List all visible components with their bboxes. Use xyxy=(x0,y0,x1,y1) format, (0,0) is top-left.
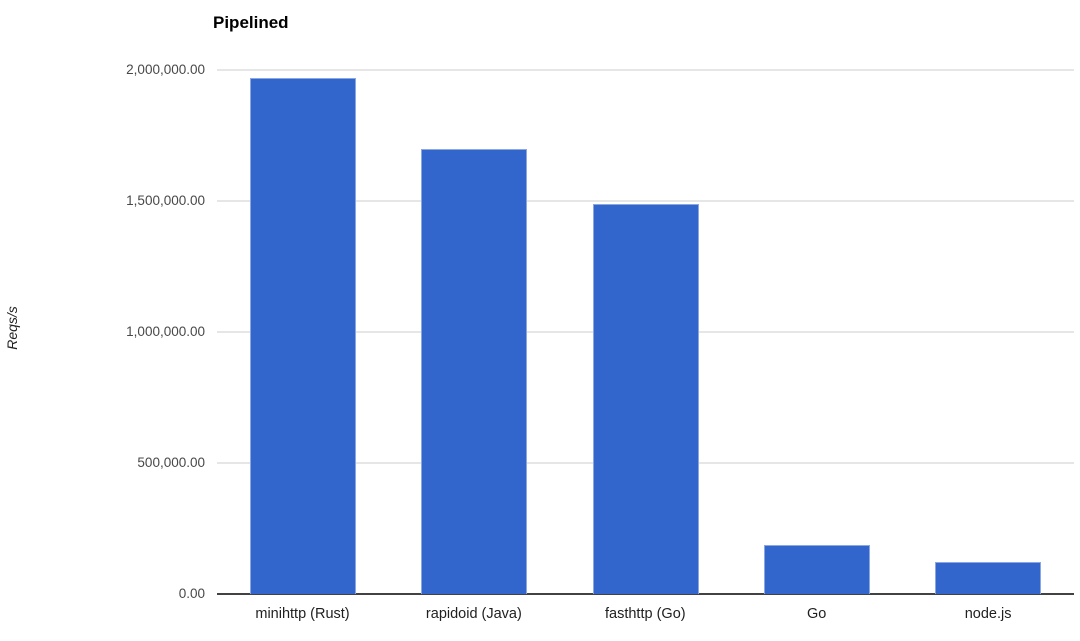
x-tick-label-go: Go xyxy=(807,606,827,622)
y-tick-label: 500,000.00 xyxy=(137,455,205,470)
chart-title: Pipelined xyxy=(213,13,289,32)
gridline xyxy=(217,69,1074,71)
bar-rapidoid-java xyxy=(421,149,528,594)
y-tick-label: 2,000,000.00 xyxy=(126,62,205,77)
bar-node-js xyxy=(935,562,1042,594)
plot-area xyxy=(217,69,1074,595)
x-tick-label-node-js: node.js xyxy=(964,606,1012,622)
x-tick-label-rapidoid-java: rapidoid (Java) xyxy=(425,606,522,622)
bar-go xyxy=(763,545,870,594)
bar-fasthttp-go xyxy=(592,204,699,594)
x-tick-label-fasthttp-go: fasthttp (Go) xyxy=(605,606,686,622)
bar-minihttp-rust xyxy=(249,78,356,594)
y-tick-label: 1,500,000.00 xyxy=(126,193,205,208)
y-tick-label: 1,000,000.00 xyxy=(126,324,205,339)
y-tick-label: 0.00 xyxy=(178,586,205,601)
gridline xyxy=(217,200,1074,202)
x-axis-line xyxy=(217,593,1074,595)
x-tick-label-minihttp-rust: minihttp (Rust) xyxy=(255,606,350,622)
